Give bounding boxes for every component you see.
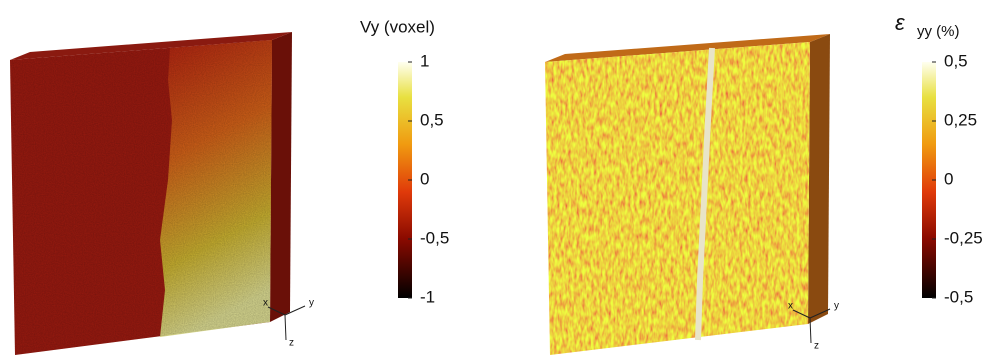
tick-label: 0,25 [944,110,977,129]
axis-label: z [814,341,819,352]
colorbar-symbol: ε [895,10,905,35]
axis-label: y [834,301,839,312]
strain-volume [545,34,830,355]
colorbar-title: yy (%) [917,23,960,40]
tick-label: -0,25 [944,228,983,247]
colorbar-title: Vy (voxel) [360,17,435,36]
tick-label: -1 [420,287,435,306]
axis-label: z [289,338,294,349]
tick-label: -0,5 [420,228,449,247]
tick-label: 0,5 [944,51,968,70]
tick-label: 0 [944,169,953,188]
displacement-volume [10,32,292,355]
tick-label: 0 [420,169,429,188]
axis-triad [267,305,831,344]
tick-label: 0,5 [420,110,444,129]
axis-label: x [263,298,268,309]
tick-label: -0,5 [944,287,973,306]
axis-label: y [309,298,314,309]
axis-label: x [788,301,793,312]
tick-label: 1 [420,51,429,70]
